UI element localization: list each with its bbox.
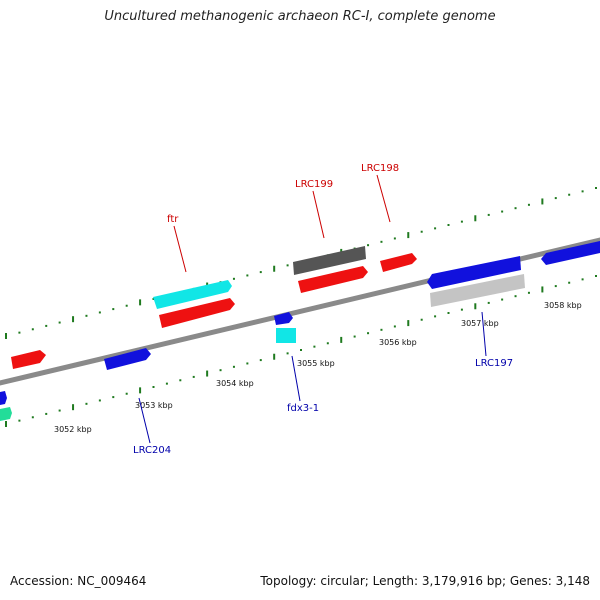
scale-label: 3058 kbp [544, 301, 582, 310]
scale-label: 3054 kbp [216, 379, 254, 388]
scale-labels: 3052 kbp 3053 kbp 3054 kbp 3055 kbp 3056 kbp… [54, 301, 582, 434]
gene-feature-red[interactable] [11, 350, 46, 369]
gene-feature-blue[interactable] [104, 348, 151, 370]
gene-features [0, 241, 600, 421]
scale-label: 3053 kbp [135, 401, 173, 410]
gene-leader-line [138, 397, 151, 444]
gene-feature-blue[interactable] [274, 312, 293, 325]
gene-feature-blue[interactable] [0, 391, 7, 405]
gene-feature-red[interactable] [159, 298, 235, 328]
gene-feature-blue[interactable] [541, 241, 600, 265]
gene-feature-red[interactable] [298, 266, 368, 293]
gene-feature-cyan[interactable] [276, 328, 296, 343]
gene-label-fdx3-1[interactable]: fdx3-1 [287, 403, 319, 414]
gene-feature-red[interactable] [380, 253, 417, 272]
gene-leader-line [312, 190, 325, 239]
genome-summary-text: Topology: circular; Length: 3,179,916 bp… [260, 574, 590, 588]
scale-label: 3055 kbp [297, 359, 335, 368]
gene-feature-lightgray[interactable] [430, 274, 525, 307]
gene-label-lrc197[interactable]: LRC197 [475, 358, 513, 369]
gene-label-lrc198[interactable]: LRC198 [361, 163, 399, 174]
gene-label-ftr[interactable]: ftr [167, 214, 179, 225]
gene-labels: ftr LRC199 LRC198 LRC197 fdx3-1 LRC204 [133, 163, 513, 456]
gene-feature-teal[interactable] [0, 407, 12, 421]
scale-label: 3056 kbp [379, 338, 417, 347]
gene-leader-line [376, 174, 391, 223]
gene-leader-line [291, 355, 301, 402]
map-title: Uncultured methanogenic archaeon RC-I, c… [104, 9, 496, 24]
scale-label: 3057 kbp [461, 319, 499, 328]
tick-track-inner [5, 275, 597, 427]
gene-leader-line [481, 311, 487, 357]
gene-label-lrc204[interactable]: LRC204 [133, 445, 171, 456]
gene-feature-cyan[interactable] [153, 280, 232, 309]
gene-feature-blue[interactable] [427, 256, 521, 289]
gene-feature-darkgray[interactable] [293, 246, 366, 275]
accession-text: Accession: NC_009464 [10, 574, 147, 588]
gene-leader-line [173, 225, 187, 273]
scale-label: 3052 kbp [54, 425, 92, 434]
gene-label-lrc199[interactable]: LRC199 [295, 179, 333, 190]
